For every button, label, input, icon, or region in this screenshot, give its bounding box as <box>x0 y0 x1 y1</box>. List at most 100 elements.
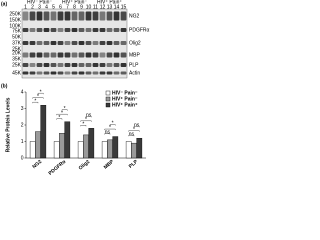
blot-band <box>71 41 78 45</box>
blot-band <box>106 71 113 75</box>
significance-bracket <box>80 120 92 122</box>
protein-label: PDGFRα <box>129 27 150 33</box>
blot-band <box>50 71 57 75</box>
lane-number: 5 <box>52 4 55 10</box>
legend-label: HIV⁻ Pain⁻ <box>112 90 138 96</box>
significance-label: ns <box>129 131 135 137</box>
mw-marker: 45K <box>12 70 22 76</box>
blot-band <box>99 52 106 58</box>
significance-bracket <box>32 102 39 104</box>
blot-band <box>92 63 99 67</box>
blot-band <box>64 63 71 67</box>
blot-band <box>106 52 113 58</box>
x-tick-label: PDGFRα <box>48 158 68 175</box>
page: {"panel_a": {"label": "(a)", "groups": [… <box>0 0 150 175</box>
blot-band <box>120 71 127 75</box>
blot-band <box>113 52 120 58</box>
blot-band <box>120 63 127 67</box>
blot-band <box>113 28 120 32</box>
group-label: HIV⁺ Pain⁺ <box>97 0 122 5</box>
blot-band <box>92 41 99 45</box>
blot-band <box>92 71 99 75</box>
blot-band <box>43 11 50 21</box>
blot-band <box>85 11 92 21</box>
significance-label: * <box>61 110 63 116</box>
significance-label: * <box>109 125 111 131</box>
blot-band <box>92 52 99 58</box>
significance-bracket <box>104 128 116 131</box>
blot-band <box>85 63 92 67</box>
protein-label: MBP <box>129 52 141 58</box>
blot-band <box>120 28 127 32</box>
significance-label: * <box>112 121 114 127</box>
y-tick-label: 3 <box>21 106 24 112</box>
significance-label: * <box>85 117 87 123</box>
lane-number: 6 <box>59 4 62 10</box>
blot-band <box>57 41 64 45</box>
mw-marker: 75K <box>12 28 22 34</box>
blot-band <box>71 63 78 67</box>
blot-band <box>99 11 106 21</box>
blot-band <box>99 28 106 32</box>
significance-label: * <box>133 127 135 133</box>
bar <box>83 134 89 159</box>
group-label: HIV⁺ Pain⁻ <box>62 0 87 5</box>
mw-marker: 20K <box>12 50 22 56</box>
blot-band <box>50 11 57 21</box>
blot-band <box>71 52 78 58</box>
lane-number: 8 <box>73 4 76 10</box>
group-label: HIV⁻ Pain⁻ <box>27 0 52 5</box>
panel-label: (a) <box>1 1 7 7</box>
significance-bracket <box>32 97 44 99</box>
blot-band <box>43 71 50 75</box>
legend-swatch <box>105 102 111 108</box>
blot-band <box>43 63 50 67</box>
lane-number: 11 <box>93 4 98 10</box>
blot-band <box>85 52 92 58</box>
blot-band <box>113 11 120 21</box>
blot-band <box>85 71 92 75</box>
mw-marker: 150K <box>9 17 21 23</box>
mw-marker: 50K <box>12 34 22 40</box>
blot-band <box>57 52 64 58</box>
mw-marker: 250K <box>9 11 21 17</box>
protein-label: Olig2 <box>129 40 141 46</box>
blot-band <box>120 52 127 58</box>
significance-bracket <box>80 125 87 127</box>
blot-band <box>43 41 50 45</box>
blot-band <box>71 11 78 21</box>
blot-band <box>64 41 71 45</box>
bar <box>131 142 137 159</box>
blot-band <box>36 63 43 67</box>
lane-number: 15 <box>121 4 127 10</box>
blot-band <box>78 11 85 21</box>
blot-band <box>57 28 64 32</box>
significance-label: * <box>82 121 84 127</box>
significance-label: * <box>34 98 36 104</box>
blot-band <box>22 71 29 75</box>
significance-bracket <box>128 130 140 132</box>
lane-number: 12 <box>100 4 106 10</box>
blot-band <box>64 11 71 21</box>
blot-band <box>92 28 99 32</box>
blot-band <box>78 28 85 32</box>
bar <box>88 128 95 159</box>
blot-band <box>120 11 127 21</box>
significance-bracket <box>56 114 68 116</box>
significance-label: ns <box>134 122 140 128</box>
lane-number: 1 <box>24 4 27 10</box>
blot-band <box>106 11 113 21</box>
significance-label: * <box>58 115 60 121</box>
blot-band <box>64 71 71 75</box>
blot-band <box>71 28 78 32</box>
blot-band <box>57 71 64 75</box>
blot-band <box>99 63 106 67</box>
significance-bracket <box>61 109 68 111</box>
legend-swatch <box>105 96 111 102</box>
bar <box>107 139 113 159</box>
blot-band <box>106 41 113 45</box>
blot-band <box>50 41 57 45</box>
y-axis-label: Relative Protein Levels <box>5 97 11 152</box>
blot-band <box>29 11 36 21</box>
bar <box>35 131 41 159</box>
